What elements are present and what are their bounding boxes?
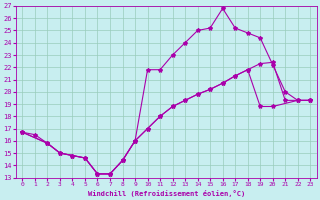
X-axis label: Windchill (Refroidissement éolien,°C): Windchill (Refroidissement éolien,°C) bbox=[88, 190, 245, 197]
